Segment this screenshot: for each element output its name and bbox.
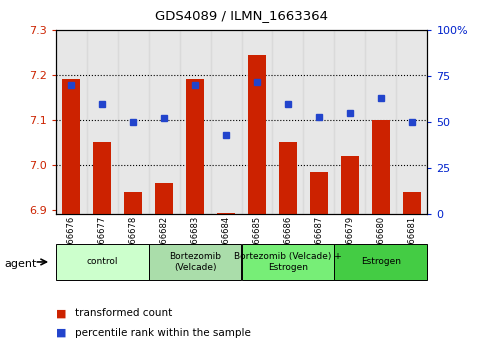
Bar (117, 30, 149, 214)
Bar (86, 30, 117, 214)
Bar (149, 244, 242, 280)
Text: percentile rank within the sample: percentile rank within the sample (75, 328, 251, 338)
Bar (242, 244, 334, 280)
Bar (366, 30, 397, 214)
Bar (180, 30, 211, 214)
Bar (303, 30, 334, 214)
Bar (149, 30, 180, 214)
Bar (62, 80, 80, 214)
Text: transformed count: transformed count (75, 308, 172, 318)
Text: GDS4089 / ILMN_1663364: GDS4089 / ILMN_1663364 (155, 9, 328, 22)
Text: ■: ■ (56, 308, 66, 318)
Text: Bortezomib (Velcade) +
Estrogen: Bortezomib (Velcade) + Estrogen (234, 252, 342, 272)
Bar (334, 30, 366, 214)
Bar (279, 142, 297, 214)
Bar (334, 244, 427, 280)
Bar (211, 30, 242, 214)
Bar (403, 192, 421, 214)
Bar (155, 183, 173, 214)
Bar (341, 156, 359, 214)
Bar (56, 244, 149, 280)
Bar (93, 142, 112, 214)
Bar (186, 80, 204, 214)
Bar (397, 30, 427, 214)
Text: agent: agent (5, 259, 37, 269)
Text: control: control (86, 257, 118, 267)
Bar (310, 172, 328, 214)
Bar (248, 55, 266, 214)
Bar (272, 30, 303, 214)
Text: Estrogen: Estrogen (361, 257, 401, 267)
Bar (242, 30, 272, 214)
Bar (124, 192, 142, 214)
Bar (56, 30, 86, 214)
Bar (217, 213, 235, 214)
Text: ■: ■ (56, 328, 66, 338)
Bar (372, 120, 390, 214)
Text: Bortezomib
(Velcade): Bortezomib (Velcade) (169, 252, 221, 272)
